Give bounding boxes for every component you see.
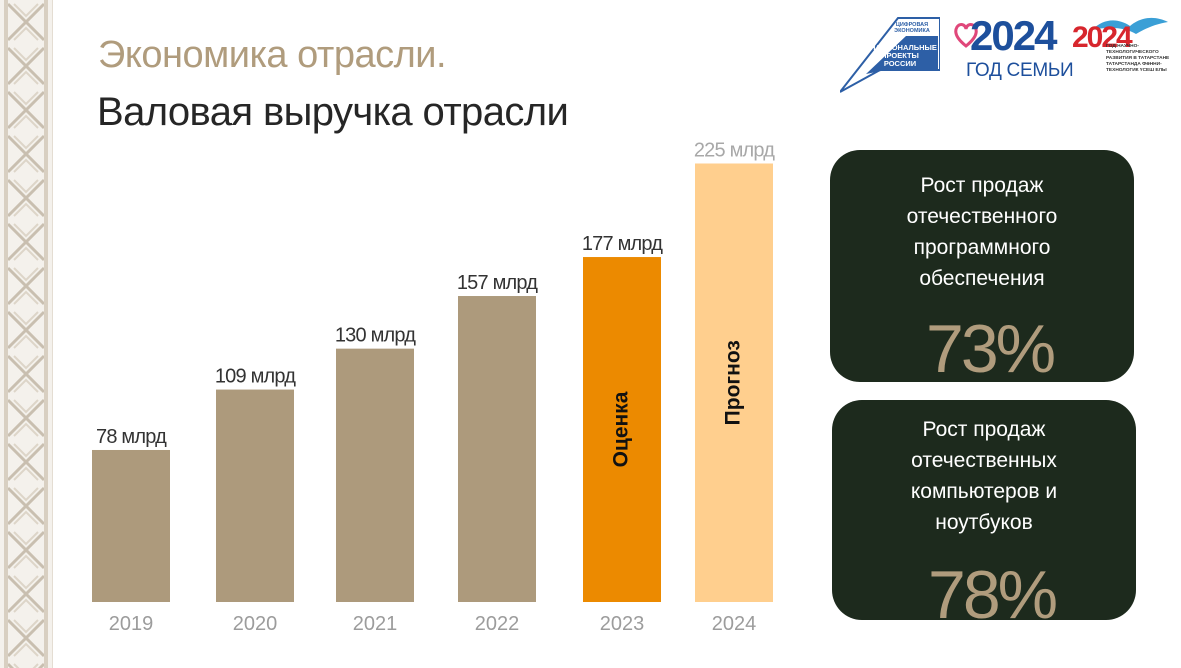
hardware-growth-text: Рост продаж отечественных компьютеров и … [832,414,1136,538]
national-projects-text: НАЦИОНАЛЬНЫЕ ПРОЕКТЫ РОССИИ [870,43,937,68]
data-label-2023: 177 млрд [582,233,663,255]
year-of-family-caption: ГОД СЕМЬИ [966,60,1074,81]
card-text-line: Рост продаж [920,174,1044,197]
data-label-2019: 78 млрд [96,426,167,448]
x-tick-label-2023: 2023 [600,613,645,635]
card-text-line: компьютеров и [910,480,1058,503]
bar-2021 [336,348,414,602]
bar-2023 [583,257,661,602]
bar-annotation-2024: Прогноз [722,340,745,425]
revenue-bar-chart: 78 млрд 2019 109 млрд 2020 130 млрд 2021 157 м… [60,130,820,650]
data-label-2021: 130 млрд [335,325,416,347]
year-of-family-number: 2024 [970,12,1057,59]
data-label-2020: 109 млрд [215,366,296,388]
x-tick-label-2022: 2022 [475,613,520,635]
x-tick-label-2024: 2024 [712,613,757,635]
card-text-line: обеспечения [919,267,1045,290]
software-growth-value: 73% [926,311,1056,387]
software-growth-text: Рост продаж отечественного программного … [830,170,1134,294]
header-logos: ЦИФРОВАЯ ЭКОНОМИКА НАЦИОНАЛЬНЫЕ ПРОЕКТЫ … [839,10,1180,100]
bar-2020 [216,389,294,602]
card-text-line: ноутбуков [935,511,1033,534]
national-projects-top-text: ЦИФРОВАЯ ЭКОНОМИКА [894,22,930,34]
page-title: Экономика отрасли. [98,34,447,76]
x-tick-label-2019: 2019 [109,613,154,635]
hardware-growth-value: 78% [928,557,1058,633]
bar-2022 [458,296,536,602]
x-tick-label-2021: 2021 [353,613,398,635]
decorative-ornament-border [0,0,53,668]
year-of-family-logo: 2024 ГОД СЕМЬИ [952,12,1074,92]
hardware-growth-card: Рост продаж отечественных компьютеров и … [832,400,1136,633]
data-label-2022: 157 млрд [457,272,538,294]
card-text-line: программного [913,236,1051,259]
page-subtitle: Валовая выручка отрасли [97,90,569,134]
card-text-line: отечественного [906,205,1058,228]
card-text-line: Рост продаж [922,418,1046,441]
science-year-logo: 2024 ГОД НАУЧНО-ТЕХНОЛОГИЧЕСКОГО РАЗВИТИ… [1066,14,1178,94]
science-year-number: 2024 [1072,21,1133,54]
x-tick-label-2020: 2020 [233,613,278,635]
card-text-line: отечественных [911,449,1057,472]
software-growth-card: Рост продаж отечественного программного … [830,150,1134,387]
bar-annotation-2023: Оценка [610,391,633,467]
bar-2024 [695,163,773,602]
national-projects-logo: ЦИФРОВАЯ ЭКОНОМИКА НАЦИОНАЛЬНЫЕ ПРОЕКТЫ … [839,14,941,94]
bird-icon [1092,17,1168,34]
heart-icon [954,23,978,48]
science-year-text: ГОД НАУЧНО-ТЕХНОЛОГИЧЕСКОГО РАЗВИТИЯ В Т… [1106,44,1170,73]
bar-2019 [92,449,170,602]
data-label-2024: 225 млрд [694,139,775,161]
